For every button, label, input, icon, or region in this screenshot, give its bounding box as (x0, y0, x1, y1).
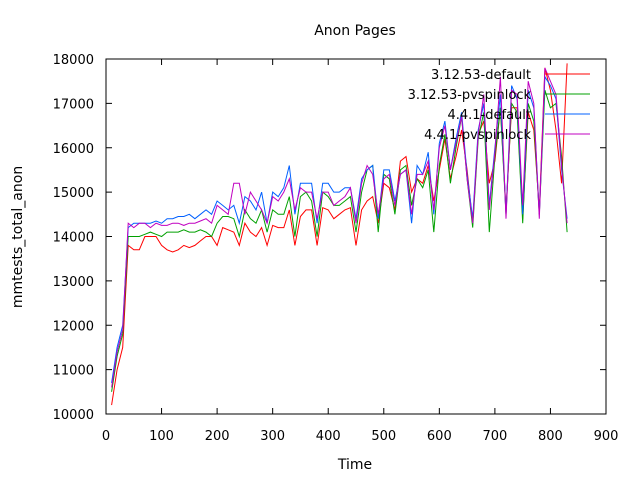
x-tick-label: 0 (102, 429, 110, 444)
y-axis-label: mmtests_total_anon (10, 166, 26, 308)
x-axis-label: Time (337, 457, 372, 473)
y-tick-label: 14000 (53, 231, 94, 246)
y-tick-label: 13000 (53, 275, 94, 290)
y-tick-label: 18000 (53, 53, 94, 68)
legend-label: 3.12.53-default (431, 68, 531, 83)
legend-label: 4.4.1-pvspinlock (424, 128, 531, 143)
x-tick-label: 400 (316, 429, 341, 444)
x-tick-label: 800 (538, 429, 563, 444)
x-tick-label: 300 (260, 429, 285, 444)
x-tick-label: 100 (149, 429, 174, 444)
chart-title: Anon Pages (314, 23, 396, 39)
y-tick-label: 10000 (53, 408, 94, 423)
legend-label: 4.4.1-default (447, 108, 531, 123)
legend: 3.12.53-default 3.12.53-pvspinlock 4.4.1-d… (408, 68, 590, 143)
legend-label: 3.12.53-pvspinlock (408, 88, 532, 103)
x-tick-label: 500 (371, 429, 396, 444)
y-tick-label: 11000 (53, 364, 94, 379)
y-tick-label: 15000 (53, 186, 94, 201)
y-tick-label: 12000 (53, 319, 94, 334)
x-tick-label: 600 (427, 429, 452, 444)
x-axis-ticks: 0 100 200 300 400 500 600 700 800 900 (102, 59, 619, 444)
series-line-1 (111, 89, 568, 392)
series-lines (111, 63, 568, 406)
series-line-0 (111, 63, 568, 406)
y-tick-label: 16000 (53, 142, 94, 157)
x-tick-label: 200 (205, 429, 230, 444)
y-tick-label: 17000 (53, 97, 94, 112)
series-line-3 (111, 67, 568, 388)
x-tick-label: 700 (482, 429, 507, 444)
x-tick-label: 900 (594, 429, 619, 444)
y-axis-ticks: 10000 11000 12000 13000 14000 15000 16000 17000… (53, 53, 606, 423)
